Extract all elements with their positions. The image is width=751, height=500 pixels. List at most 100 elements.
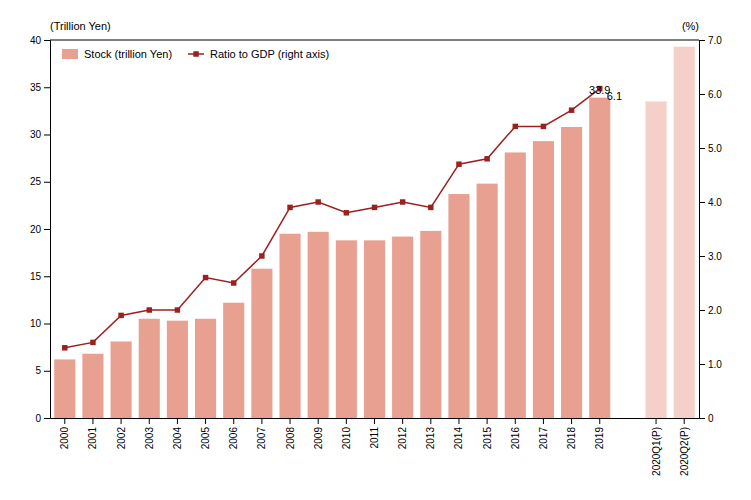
x-tick-mark xyxy=(571,418,572,424)
y-axis-title: (Trillion Yen) xyxy=(50,20,111,32)
x-tick-mark xyxy=(121,418,122,424)
y2-tick-mark xyxy=(699,148,705,149)
bar xyxy=(251,269,272,418)
marker xyxy=(513,124,518,129)
x-tick: 2005 xyxy=(200,418,211,449)
x-tick: 2009 xyxy=(313,418,324,449)
y-tick: 0 xyxy=(35,413,50,424)
x-tick-mark xyxy=(318,418,319,424)
line-series xyxy=(62,86,602,351)
y-tick-mark xyxy=(44,324,50,325)
y-tick-mark xyxy=(44,87,50,88)
bar-series xyxy=(54,47,695,418)
y2-tick: 5.0 xyxy=(699,143,722,154)
marker xyxy=(203,275,208,280)
x-tick-label: 2008 xyxy=(285,427,296,450)
x-tick-label: 2017 xyxy=(538,427,549,450)
y-tick: 5 xyxy=(35,365,50,376)
bar xyxy=(336,240,357,418)
bar xyxy=(477,184,498,418)
bar xyxy=(111,341,132,418)
x-tick-mark xyxy=(458,418,459,424)
y-tick: 20 xyxy=(30,224,50,235)
y2-tick-label: 4.0 xyxy=(708,197,722,208)
y2-tick-mark xyxy=(699,418,705,419)
annotations: 33.96.1 xyxy=(589,84,622,103)
y-tick-mark xyxy=(44,40,50,41)
y-tick-label: 5 xyxy=(35,365,41,376)
x-tick-label: 2019 xyxy=(594,427,605,450)
x-tick: 2012 xyxy=(397,418,408,449)
x-tick: 2016 xyxy=(510,418,521,449)
line xyxy=(65,89,600,348)
marker xyxy=(175,307,180,312)
legend-marker xyxy=(193,51,198,56)
y2-tick-label: 0 xyxy=(708,413,714,424)
x-tick: 2020Q1(P) xyxy=(651,418,662,476)
x-tick-label: 2002 xyxy=(116,427,127,450)
x-tick-label: 2020Q1(P) xyxy=(651,427,662,476)
x-tick-label: 2013 xyxy=(425,427,436,450)
marker xyxy=(541,124,546,129)
y2-tick: 2.0 xyxy=(699,305,722,316)
x-tick-label: 2001 xyxy=(87,427,98,450)
marker xyxy=(456,161,461,166)
y-tick: 40 xyxy=(30,35,50,46)
y-tick-mark xyxy=(44,229,50,230)
marker xyxy=(400,199,405,204)
y-tick-label: 20 xyxy=(30,224,42,235)
marker xyxy=(428,205,433,210)
x-tick-label: 2016 xyxy=(510,427,521,450)
y2-tick: 1.0 xyxy=(699,359,722,370)
y2-tick-label: 7.0 xyxy=(708,35,722,46)
x-tick-mark xyxy=(92,418,93,424)
marker xyxy=(344,210,349,215)
y2-tick-label: 1.0 xyxy=(708,359,722,370)
y2-tick-mark xyxy=(699,202,705,203)
x-tick: 2013 xyxy=(425,418,436,449)
x-tick-label: 2003 xyxy=(144,427,155,450)
x-tick-label: 2012 xyxy=(397,427,408,450)
x-tick-label: 2015 xyxy=(482,427,493,450)
x-tick: 2011 xyxy=(369,418,380,449)
y2-tick-mark xyxy=(699,40,705,41)
legend-item: Stock (trillion Yen) xyxy=(62,48,172,60)
legend-label: Ratio to GDP (right axis) xyxy=(210,48,329,60)
y-axis-line xyxy=(44,41,51,419)
y-tick-label: 10 xyxy=(30,318,42,329)
x-tick-mark xyxy=(374,418,375,424)
bar xyxy=(54,359,75,418)
y2-axis: 01.02.03.04.05.06.07.0 xyxy=(699,35,722,424)
y-tick: 35 xyxy=(30,82,50,93)
x-tick-mark xyxy=(684,418,685,424)
y2-tick-mark xyxy=(699,256,705,257)
y-tick-mark xyxy=(44,418,50,419)
x-tick-mark xyxy=(290,418,291,424)
x-tick: 2019 xyxy=(594,418,605,449)
marker xyxy=(569,107,574,112)
x-tick-label: 2011 xyxy=(369,427,380,449)
x-axis: 2000200120022003200420052006200720082009… xyxy=(51,418,700,476)
x-tick: 2006 xyxy=(228,418,239,449)
x-tick-mark xyxy=(177,418,178,424)
y-tick-label: 15 xyxy=(30,271,42,282)
x-tick-label: 2007 xyxy=(256,427,267,450)
x-tick-mark xyxy=(599,418,600,424)
x-tick-label: 2006 xyxy=(228,427,239,450)
bar xyxy=(308,232,329,418)
x-tick-label: 2000 xyxy=(59,427,70,450)
marker xyxy=(484,156,489,161)
x-tick-label: 2005 xyxy=(200,427,211,450)
bar xyxy=(392,237,413,418)
bar xyxy=(420,231,441,418)
plot: 2000200120022003200420052006200720082009… xyxy=(30,20,722,476)
bar xyxy=(505,152,526,418)
marker xyxy=(287,205,292,210)
x-tick: 2007 xyxy=(256,418,267,449)
marker xyxy=(118,313,123,318)
y-tick: 10 xyxy=(30,318,50,329)
x-tick: 2014 xyxy=(453,418,464,449)
y-tick-label: 0 xyxy=(35,413,41,424)
x-tick: 2017 xyxy=(538,418,549,449)
x-tick-mark xyxy=(233,418,234,424)
